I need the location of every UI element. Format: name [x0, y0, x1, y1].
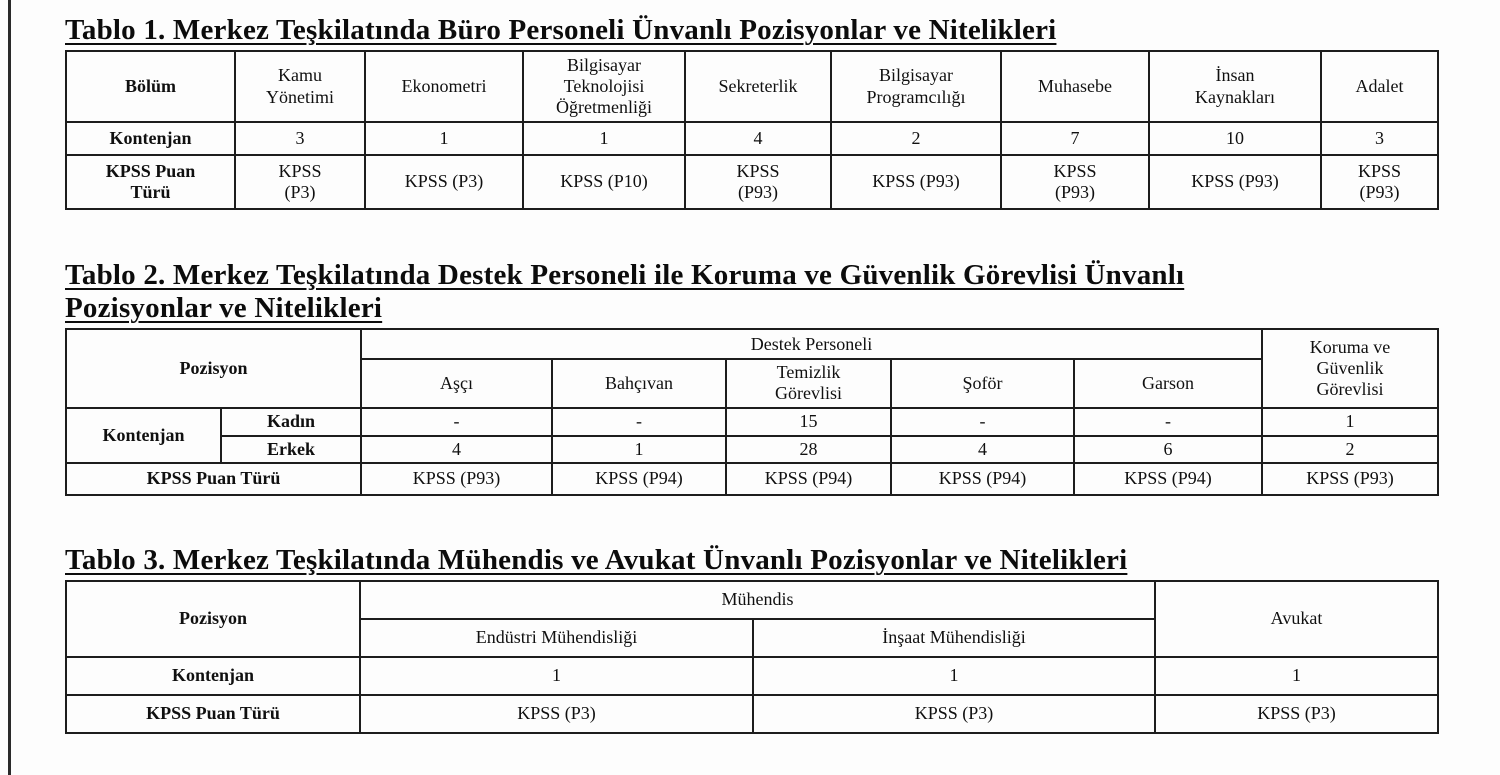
table1-kpss-row: KPSS Puan Türü KPSS (P3) KPSS (P3) KPSS … — [65, 154, 1439, 211]
table3-subheader-row: Endüstri Mühendisliği İnşaat Mühendisliğ… — [66, 617, 1438, 658]
table3-group-header-row: Pozisyon Mühendis Avukat — [65, 579, 1439, 658]
row-label-kadin: Kadın — [219, 406, 363, 437]
kadin-value: - — [890, 406, 1076, 437]
table1-header-cell: Bilgisayar Programcılığı — [830, 50, 1002, 124]
kontenjan-value: 3 — [1320, 121, 1439, 157]
kontenjan-value: 1 — [752, 655, 1156, 696]
table2-group-header-row: Pozisyon Destek Personeli Koruma ve Güve… — [64, 328, 1440, 409]
kpss-value: KPSS (P93) — [1148, 154, 1322, 211]
kpss-value: KPSS (P93) — [1320, 154, 1439, 211]
kpss-value: KPSS (P93) — [360, 461, 554, 496]
kontenjan-value: 1 — [1154, 655, 1439, 696]
table1-header-cell: Adalet — [1320, 50, 1439, 124]
kadin-value: - — [551, 406, 728, 437]
table2-koruma-header: Koruma ve Güvenlik Görevlisi — [1261, 328, 1440, 409]
kpss-value: KPSS (P3) — [359, 693, 754, 734]
table2-erkek-row: Erkek 4 1 28 4 6 2 — [66, 434, 1440, 464]
table2-kadin-row: Kontenjan Kadın - - 15 - - 1 — [65, 406, 1440, 464]
table1-header-cell: Bilgisayar Teknolojisi Öğretmenliği — [522, 50, 686, 124]
table3-kpss-row: KPSS Puan Türü KPSS (P3) KPSS (P3) KPSS … — [65, 693, 1439, 734]
erkek-value: 4 — [890, 434, 1076, 464]
scan-edge-line — [8, 0, 11, 775]
kpss-value: KPSS (P10) — [522, 154, 686, 211]
kpss-value: KPSS (P94) — [1073, 461, 1264, 496]
table1-header-bolum: Bölüm — [65, 50, 236, 124]
row-label-erkek: Erkek — [219, 434, 363, 464]
erkek-value: 2 — [1261, 434, 1440, 464]
table1-kontenjan-row: Kontenjan 3 1 1 4 2 7 10 3 — [65, 121, 1439, 157]
row-label-kontenjan: Kontenjan — [65, 655, 361, 696]
table1-header-cell: Muhasebe — [1000, 50, 1150, 124]
table2: Pozisyon Destek Personeli Koruma ve Güve… — [64, 328, 1440, 496]
row-label-kpss: KPSS Puan Türü — [64, 461, 363, 496]
kpss-value: KPSS (P93) — [684, 154, 832, 211]
table2-kpss-row: KPSS Puan Türü KPSS (P93) KPSS (P94) KPS… — [64, 461, 1440, 496]
table2-subheader-cell: Temizlik Görevlisi — [725, 358, 893, 409]
erkek-value: 4 — [360, 434, 554, 464]
kpss-value: KPSS (P3) — [1154, 693, 1439, 734]
kadin-value: 1 — [1261, 406, 1440, 437]
table1-header-cell: Kamu Yönetimi — [234, 50, 366, 124]
table3-subheader-cell: İnşaat Mühendisliği — [752, 617, 1156, 658]
kadin-value: - — [1073, 406, 1264, 437]
table3-title: Tablo 3. Merkez Teşkilatında Mühendis ve… — [65, 543, 1128, 576]
kadin-value: 15 — [725, 406, 893, 437]
table3-pozisyon-header: Pozisyon — [65, 579, 361, 658]
row-label-kontenjan: Kontenjan — [65, 406, 222, 464]
table1-header-cell: Ekonometri — [364, 50, 524, 124]
table2-subheader-cell: Bahçıvan — [551, 358, 728, 409]
table2-pozisyon-header: Pozisyon — [64, 328, 363, 409]
table3-subheader-cell: Endüstri Mühendisliği — [359, 617, 754, 658]
kontenjan-value: 1 — [522, 121, 686, 157]
row-label-kpss: KPSS Puan Türü — [65, 693, 361, 734]
table3-kontenjan-row: Kontenjan 1 1 1 — [65, 655, 1439, 696]
table2-subheader-row: Aşçı Bahçıvan Temizlik Görevlisi Şoför G… — [66, 358, 1438, 409]
kpss-value: KPSS (P94) — [551, 461, 728, 496]
kpss-value: KPSS (P3) — [234, 154, 366, 211]
kontenjan-value: 7 — [1000, 121, 1150, 157]
table1-header-cell: Sekreterlik — [684, 50, 832, 124]
document-content: Tablo 1. Merkez Teşkilatında Büro Person… — [64, 0, 1440, 734]
table1-header-cell: İnsan Kaynakları — [1148, 50, 1322, 124]
kpss-value: KPSS (P94) — [725, 461, 893, 496]
kontenjan-value: 2 — [830, 121, 1002, 157]
kpss-value: KPSS (P93) — [1000, 154, 1150, 211]
erkek-value: 6 — [1073, 434, 1264, 464]
kontenjan-value: 1 — [359, 655, 754, 696]
table3: Pozisyon Mühendis Avukat Endüstri Mühend… — [65, 579, 1439, 734]
table2-subheader-cell: Aşçı — [360, 358, 554, 409]
kontenjan-value: 3 — [234, 121, 366, 157]
row-label-kontenjan: Kontenjan — [65, 121, 236, 157]
kontenjan-value: 1 — [364, 121, 524, 157]
table1: Bölüm Kamu Yönetimi Ekonometri Bilgisaya… — [65, 50, 1439, 211]
table2-destek-group-header: Destek Personeli — [360, 328, 1264, 361]
table1-title: Tablo 1. Merkez Teşkilatında Büro Person… — [65, 14, 1057, 46]
kpss-value: KPSS (P3) — [364, 154, 524, 211]
kpss-value: KPSS (P94) — [890, 461, 1076, 496]
table2-subheader-cell: Şoför — [890, 358, 1076, 409]
kpss-value: KPSS (P93) — [830, 154, 1002, 211]
kontenjan-value: 4 — [684, 121, 832, 157]
kpss-value: KPSS (P3) — [752, 693, 1156, 734]
erkek-value: 1 — [551, 434, 728, 464]
table3-avukat-header: Avukat — [1154, 579, 1439, 658]
kadin-value: - — [360, 406, 554, 437]
kontenjan-value: 10 — [1148, 121, 1322, 157]
kpss-value: KPSS (P93) — [1261, 461, 1440, 496]
row-label-kpss: KPSS Puan Türü — [65, 154, 236, 211]
table2-subheader-cell: Garson — [1073, 358, 1264, 409]
erkek-value: 28 — [725, 434, 893, 464]
table2-title: Tablo 2. Merkez Teşkilatında Destek Pers… — [65, 259, 1185, 325]
table3-muhendis-group-header: Mühendis — [359, 579, 1156, 620]
table1-header-row: Bölüm Kamu Yönetimi Ekonometri Bilgisaya… — [65, 50, 1439, 124]
